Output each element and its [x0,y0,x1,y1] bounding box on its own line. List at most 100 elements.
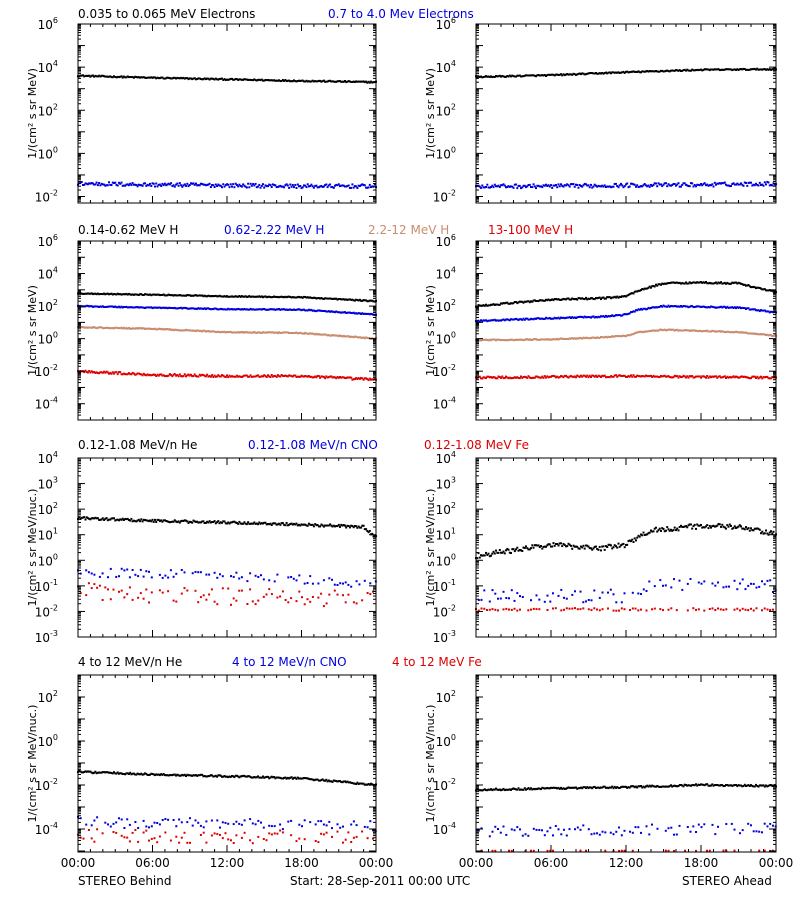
data-point [698,68,701,71]
data-point [306,582,309,584]
data-point [615,601,618,604]
data-point [280,185,283,188]
data-point [683,525,686,528]
data-point [608,336,611,338]
data-point [199,182,202,185]
data-point [221,330,223,333]
data-point [686,375,689,378]
data-point [344,335,346,338]
data-point [532,299,535,302]
data-point [94,292,97,295]
data-point [306,309,309,312]
data-point [136,293,139,296]
data-point [634,607,637,610]
data-point [760,375,762,378]
data-point [571,183,574,186]
data-point [262,578,265,581]
data-point [94,305,97,308]
data-point [309,375,312,378]
data-point [610,375,612,378]
data-point [623,608,626,611]
data-point [747,609,750,612]
data-point [525,376,527,379]
data-point [675,281,677,284]
data-point [162,374,165,377]
data-point [596,608,598,611]
data-point [686,305,689,308]
data-point [177,77,180,80]
data-point [371,185,374,188]
data-point [746,284,749,287]
data-point [590,316,592,319]
data-point [93,305,96,308]
data-point [550,545,552,548]
data-point [671,305,674,308]
data-point [640,533,642,536]
data-point [770,377,772,380]
data-point [512,186,515,189]
data-point [566,297,569,300]
data-point [507,377,510,380]
data-point [566,73,569,75]
data-point [113,517,115,520]
data-point [196,184,199,187]
data-point [502,608,505,611]
data-point [565,184,567,187]
data-point [160,328,163,331]
data-point [520,318,522,321]
data-point [80,181,83,183]
data-point [623,71,626,74]
series-ahead-1-1 [475,304,777,323]
data-point [520,375,522,378]
data-point [333,589,336,592]
data-point [80,74,83,77]
data-point [668,184,671,187]
data-point [647,286,650,289]
data-point [626,182,629,185]
data-point [98,518,101,521]
data-point [561,545,564,548]
data-point [290,185,293,188]
data-point [768,184,771,187]
data-point [180,294,183,297]
data-point [771,334,774,337]
data-point [137,596,140,599]
data-point [736,588,739,591]
data-point [558,337,561,340]
data-point [262,308,264,311]
data-point [645,287,647,290]
data-point [617,335,620,338]
data-point [232,331,235,334]
data-point [550,338,552,341]
data-point [363,579,366,582]
data-point [84,326,87,329]
data-point [672,328,675,331]
data-point [728,282,731,285]
data-point [568,543,571,546]
data-point [139,306,142,309]
data-point [118,327,120,330]
data-point [488,319,491,322]
data-point [769,609,772,611]
data-point [149,182,151,185]
data-point [310,296,313,299]
data-point [551,317,554,320]
data-point [121,373,124,376]
data-point [576,298,579,301]
data-point [269,79,272,82]
data-point [303,184,305,187]
data-point [732,282,735,285]
data-point [748,308,751,311]
data-point [248,308,251,311]
data-point [760,287,762,290]
data-point [192,519,195,522]
data-point [235,331,238,334]
data-point [315,310,318,313]
data-point [688,375,691,378]
data-point [147,520,150,523]
data-point [167,520,170,523]
data-point [347,311,350,314]
data-point [269,522,272,525]
data-point [142,182,145,185]
